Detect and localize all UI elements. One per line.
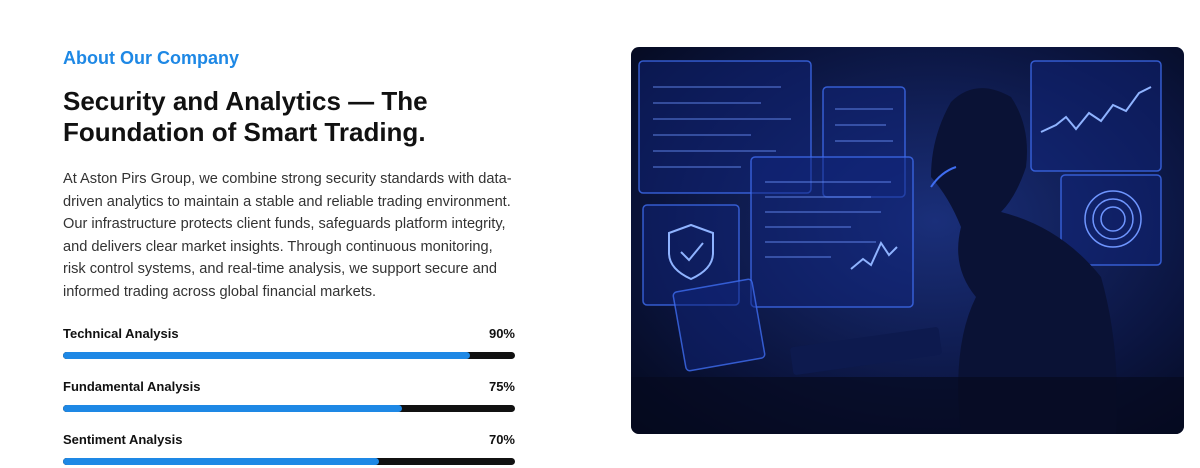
heading: Security and Analytics — The Foundation … [63,86,428,147]
skill: Fundamental Analysis 75% [63,379,515,412]
progress-bar [63,351,470,359]
illustration [631,47,1184,434]
progress-bar [63,457,380,465]
skills: Technical Analysis 90% Fundamental Analysi… [63,326,515,465]
skill-name: Technical Analysis [63,325,179,341]
skill-percent: 70% [488,431,515,447]
skill-percent: 75% [488,378,515,394]
skill-percent: 90% [488,325,515,341]
progress-track [63,404,515,412]
hero-image [631,47,1184,434]
skill-header: Sentiment Analysis 70% [63,432,515,448]
progress-track [63,457,515,465]
eyebrow: About Our Company [63,48,239,68]
description: At Aston Pirs Group, we combine strong s… [63,171,512,300]
skill-name: Sentiment Analysis [63,431,183,447]
skill: Sentiment Analysis 70% [63,432,515,465]
skill-header: Technical Analysis 90% [63,326,515,342]
skill: Technical Analysis 90% [63,326,515,359]
skill-name: Fundamental Analysis [63,378,201,394]
about-section: About Our Company Security and Analytics… [63,46,515,465]
skill-header: Fundamental Analysis 75% [63,379,515,395]
progress-track [63,351,515,359]
progress-bar [63,404,402,412]
